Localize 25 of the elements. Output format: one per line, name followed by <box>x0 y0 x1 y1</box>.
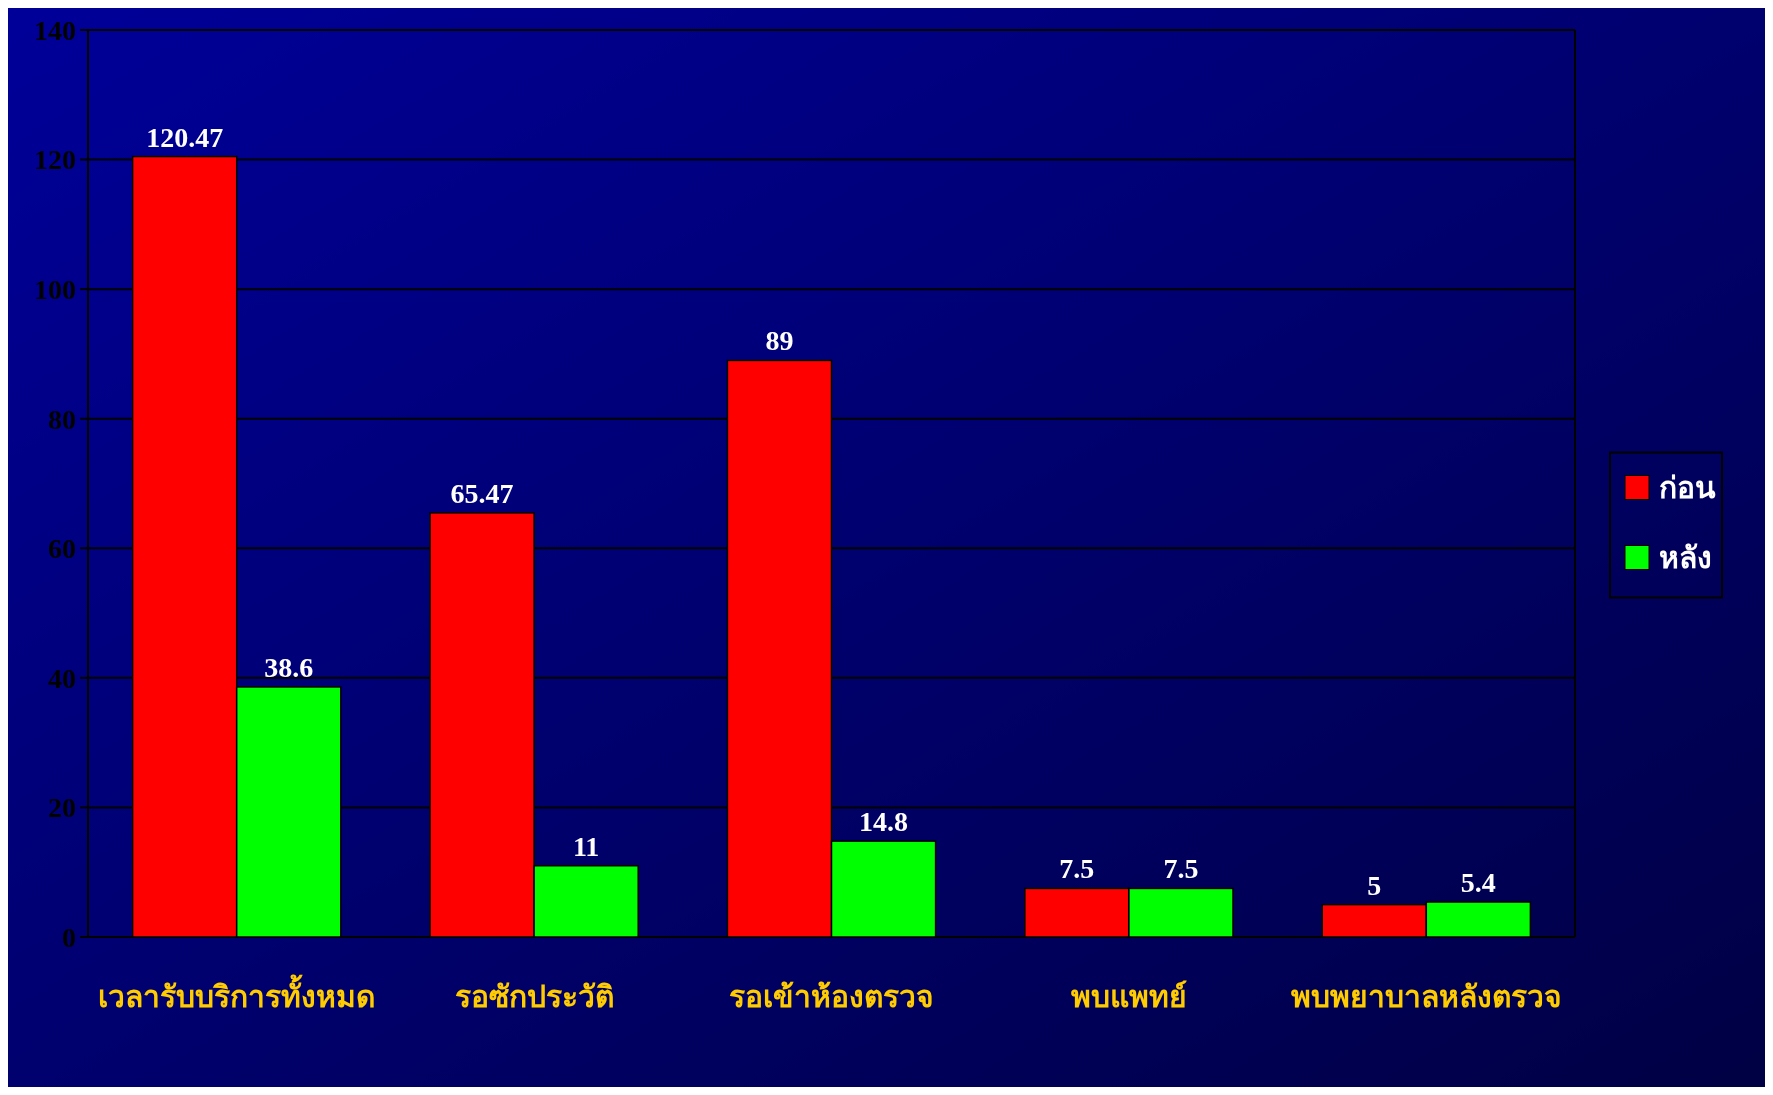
data-label: 89 <box>765 325 794 357</box>
x-tick-label: รอเข้าห้องตรวจ <box>729 980 934 1013</box>
y-tick-label: 60 <box>48 533 76 565</box>
data-label: 5 <box>1367 869 1382 901</box>
y-tick-label: 40 <box>48 662 76 694</box>
data-label: 14.8 <box>859 806 909 838</box>
y-tick-label: 80 <box>48 403 76 435</box>
data-label: 38.6 <box>264 651 314 683</box>
x-tick-label: รอซักประวัติ <box>454 980 614 1013</box>
x-tick-label: พบพยาบาลหลังตรวจ <box>1290 980 1562 1013</box>
y-tick-label: 20 <box>48 792 76 824</box>
data-label: 11 <box>572 830 600 862</box>
legend-label: ก่อน <box>1659 471 1716 504</box>
x-tick-label: พบแพทย์ <box>1070 980 1187 1013</box>
data-label: 7.5 <box>1059 853 1095 885</box>
data-label: 7.5 <box>1163 853 1199 885</box>
data-label: 120.47 <box>146 121 224 153</box>
data-label: 65.47 <box>450 477 514 509</box>
legend-label: หลัง <box>1659 541 1712 574</box>
data-label: 5.4 <box>1460 867 1496 899</box>
y-tick-label: 140 <box>34 14 76 46</box>
y-tick-label: 120 <box>34 144 76 176</box>
x-tick-label: เวลารับบริการทั้งหมด <box>98 974 376 1013</box>
y-tick-label: 0 <box>62 921 76 953</box>
y-tick-label: 100 <box>34 273 76 305</box>
